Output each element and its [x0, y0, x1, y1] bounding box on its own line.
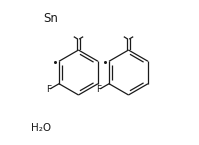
Text: Sn: Sn [44, 12, 59, 25]
Text: F: F [96, 85, 101, 94]
Text: H₂O: H₂O [31, 123, 52, 133]
Text: F: F [46, 85, 51, 94]
